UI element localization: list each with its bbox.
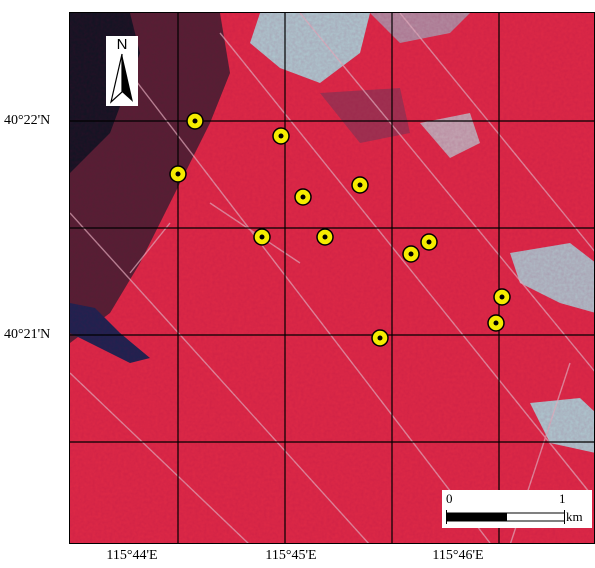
sample-point-marker[interactable] [316, 228, 334, 246]
lat-label-40-22: 40°22'N [4, 113, 51, 128]
lon-label-115-45: 115°45'E [265, 548, 317, 563]
sample-point-marker[interactable] [487, 314, 505, 332]
satellite-image [70, 13, 594, 543]
lon-label-115-44: 115°44'E [106, 548, 158, 563]
sample-point-marker[interactable] [169, 165, 187, 183]
lat-label-40-21: 40°21'N [4, 327, 51, 342]
north-label: N [116, 36, 128, 53]
satellite-map [69, 12, 595, 544]
sample-point-marker[interactable] [493, 288, 511, 306]
scale-bar: 0 1 km [442, 490, 592, 528]
sample-points [169, 112, 511, 347]
scale-one-label: 1 [559, 491, 566, 506]
sample-point-marker[interactable] [272, 127, 290, 145]
scale-bar-icon [446, 510, 565, 524]
sample-point-marker[interactable] [294, 188, 312, 206]
lon-label-115-46: 115°46'E [432, 548, 484, 563]
sample-point-marker[interactable] [371, 329, 389, 347]
north-arrow: N [106, 36, 138, 106]
scale-unit-label: km [566, 509, 583, 524]
sample-point-marker[interactable] [186, 112, 204, 130]
north-arrow-icon [109, 53, 133, 104]
graticule-grid [70, 13, 594, 543]
sample-point-marker[interactable] [253, 228, 271, 246]
sample-point-marker[interactable] [402, 245, 420, 263]
sample-point-marker[interactable] [351, 176, 369, 194]
sample-point-marker[interactable] [420, 233, 438, 251]
scale-zero-label: 0 [446, 491, 453, 506]
